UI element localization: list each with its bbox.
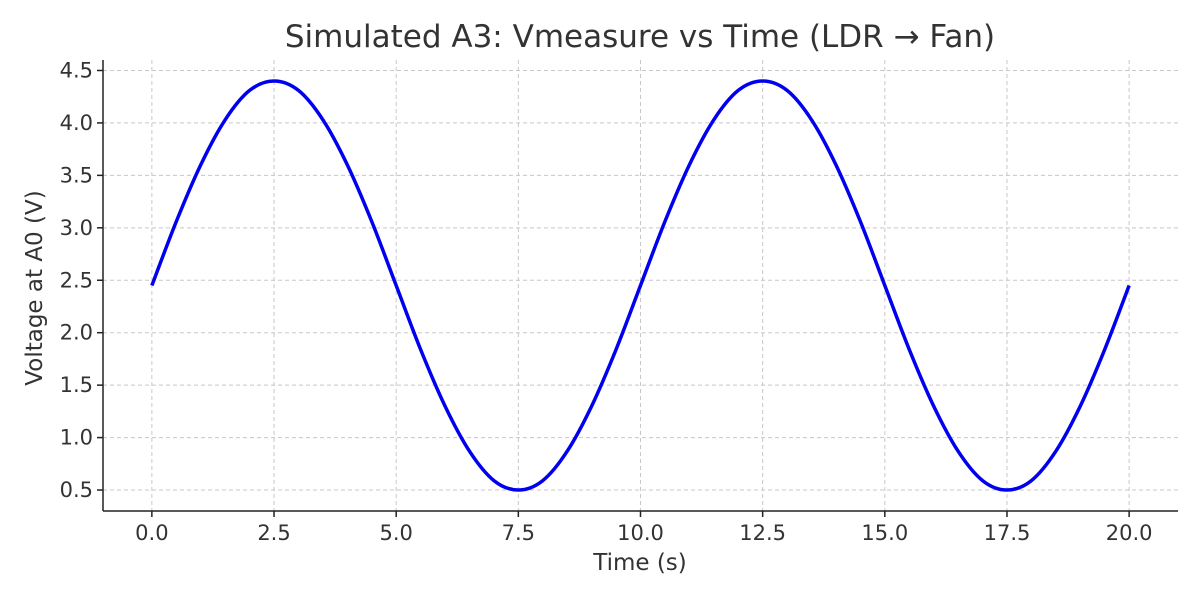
series-line <box>150 79 1131 492</box>
x-tick-label: 12.5 <box>739 521 786 545</box>
y-tick-label: 3.0 <box>60 216 93 240</box>
y-tick-label: 2.5 <box>60 268 93 292</box>
y-tick-label: 4.0 <box>60 111 93 135</box>
y-tick-label: 1.5 <box>60 373 93 397</box>
y-tick-label: 3.5 <box>60 163 93 187</box>
x-axis-label: Time (s) <box>592 550 687 576</box>
chart-title: Simulated A3: Vmeasure vs Time (LDR → Fa… <box>285 19 995 55</box>
y-tick-label: 4.5 <box>60 58 93 82</box>
x-tick-label: 2.5 <box>257 521 290 545</box>
series-layer <box>150 79 1131 492</box>
x-tick-label: 20.0 <box>1106 521 1153 545</box>
x-tick-label: 5.0 <box>379 521 412 545</box>
x-tick-label: 15.0 <box>861 521 908 545</box>
x-tick-label: 0.0 <box>135 521 168 545</box>
x-tick-label: 10.0 <box>617 521 664 545</box>
y-tick-label: 1.0 <box>60 426 93 450</box>
ticks: 0.0 2.5 5.0 7.5 10.0 12.5 15.0 17.5 20.0 0.5 1.0 1.… <box>60 58 1153 545</box>
x-tick-label: 17.5 <box>984 521 1031 545</box>
y-axis-label: Voltage at A0 (V) <box>22 190 48 385</box>
x-tick-label: 7.5 <box>502 521 535 545</box>
y-tick-label: 0.5 <box>60 478 93 502</box>
y-tick-label: 2.0 <box>60 321 93 345</box>
